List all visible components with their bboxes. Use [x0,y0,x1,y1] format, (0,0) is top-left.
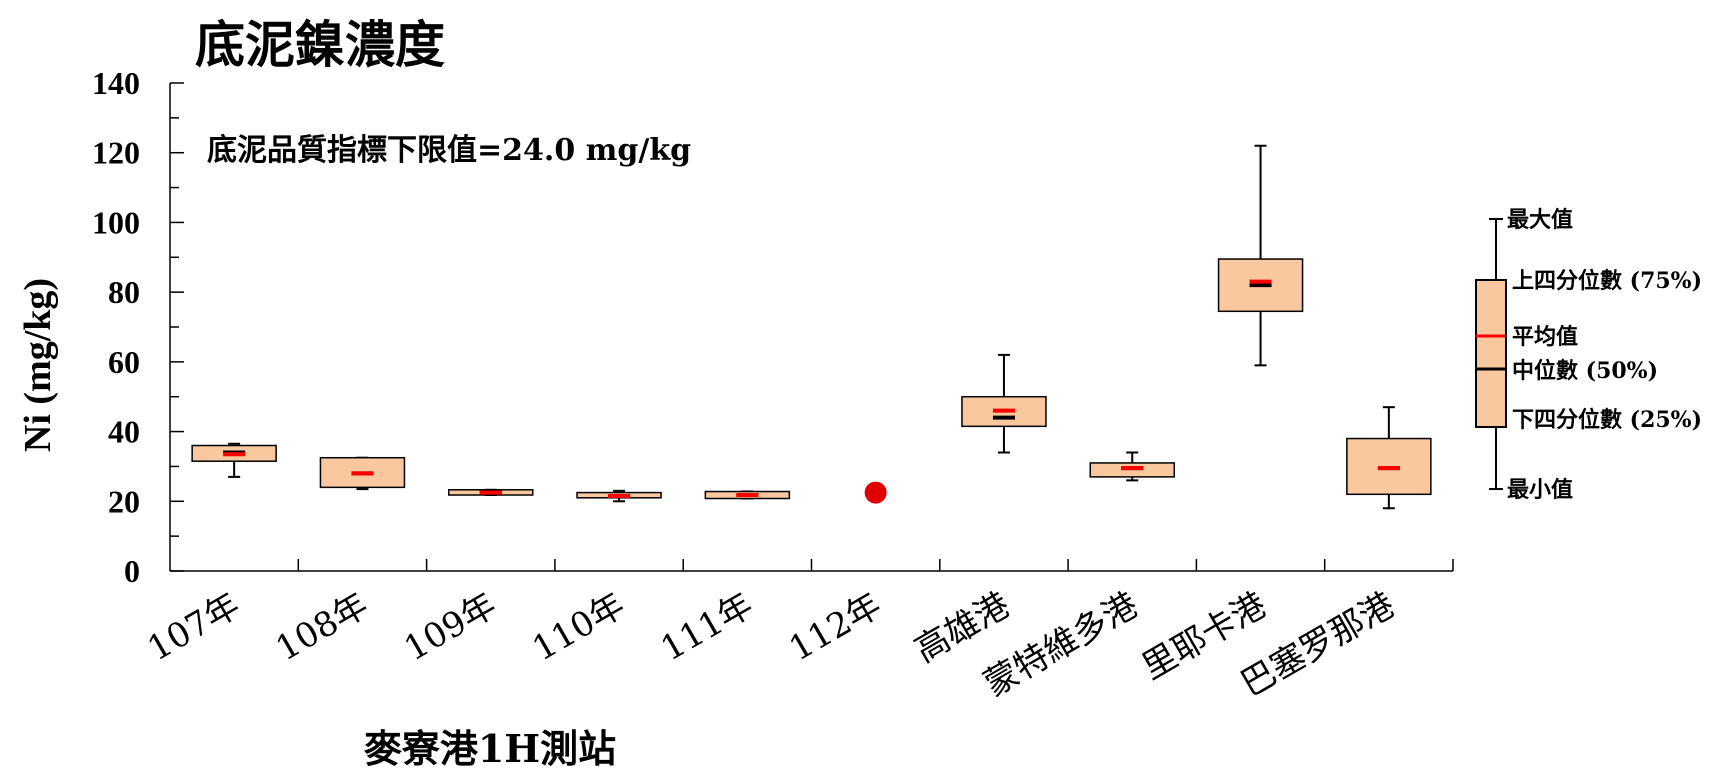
x-tick-labels: 107年 108年 109年 110年 111年 112年 高雄港蒙特維多港里耶卡港巴塞罗那… [141,585,1401,705]
x-tick-label: 112年 [782,585,888,669]
reference-note: 底泥品質指標下限值=24.0 mg/kg [207,133,691,168]
y-tick-label: 40 [108,414,140,450]
box-series [191,144,1432,510]
chart-title: 底泥鎳濃度 [195,15,445,74]
x-group-label: 麥寮港1H測站 [364,726,616,771]
y-tick-label: 60 [108,344,140,380]
legend: 最大值 上四分位數 (75%) 平均值 中位數 (50%) 下四分位數 (25%… [1475,207,1702,503]
y-tick-label: 20 [108,483,140,519]
legend-min-label: 最小值 [1507,477,1573,503]
single-point [864,481,887,504]
legend-max-label: 最大值 [1507,207,1573,233]
legend-box [1475,279,1507,428]
x-tick-label: 107年 [141,585,247,669]
legend-q1-label: 下四分位數 (25%) [1512,407,1702,433]
legend-mean-label: 平均值 [1512,324,1578,350]
y-tick-label: 80 [108,274,140,310]
y-tick-label: 120 [92,135,140,171]
y-tick-label: 0 [124,553,140,589]
x-tick-label: 108年 [269,585,375,669]
y-tick-label: 100 [92,204,140,240]
x-tick-label: 109年 [398,585,504,669]
legend-q3-label: 上四分位數 (75%) [1512,268,1702,294]
x-tick-label: 110年 [526,585,632,669]
legend-median-label: 中位數 (50%) [1512,358,1658,384]
y-tick-labels: 0 20 40 60 80 100 120 140 [92,65,140,589]
y-tick-label: 140 [92,65,140,101]
axes [169,82,1454,572]
y-axis-title: Ni (mg/kg) [17,278,59,452]
x-tick-label: 111年 [654,585,760,669]
